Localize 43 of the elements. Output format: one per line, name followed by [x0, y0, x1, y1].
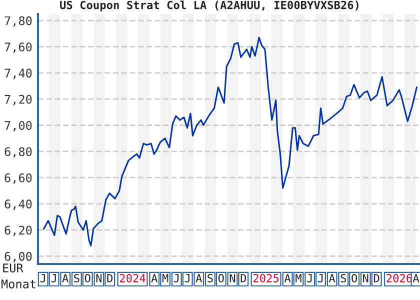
- x-tick-label: J: [40, 274, 45, 282]
- y-tick-label: 7,40: [4, 68, 32, 80]
- line-series: [43, 36, 418, 246]
- x-tick-label: N: [230, 274, 236, 282]
- x-tick-label: J: [174, 274, 178, 282]
- x-tick-label: S: [74, 274, 80, 282]
- x-tick-label: S: [340, 274, 346, 282]
- x-tick-label: O: [218, 274, 224, 282]
- x-tick-label: A: [62, 274, 69, 282]
- x-tick-label: N: [96, 274, 102, 282]
- x-tick-label: O: [84, 274, 90, 282]
- x-tick-label: A: [196, 274, 202, 282]
- y-tick-label: 6,40: [4, 200, 32, 210]
- x-tick-label: M: [162, 274, 168, 282]
- x-tick-label: A: [284, 274, 291, 282]
- x-tick-label: D: [374, 274, 380, 282]
- x-axis-title: Monat: [1, 280, 36, 288]
- y-tick-label: 7,80: [4, 16, 32, 27]
- y-tick-label: 7,60: [4, 42, 32, 53]
- x-tick-label: A: [151, 274, 158, 282]
- x-tick-label: O: [352, 274, 358, 282]
- y-tick-label: 6,00: [4, 252, 32, 262]
- x-tick-label: D: [107, 274, 113, 282]
- y-tick-label: 7,20: [4, 94, 32, 106]
- x-tick-label: J: [51, 274, 56, 282]
- x-tick-label: D: [240, 274, 246, 282]
- chart-title: US Coupon Strat Col LA (A2AHUU, IE00BYVXSB26): [60, 0, 358, 12]
- x-tick-label: J: [184, 274, 190, 282]
- y-tick-label: 7,00: [4, 121, 32, 132]
- x-tick-label: S: [208, 274, 213, 282]
- x-tick-label: A: [412, 274, 420, 282]
- x-tick-label: 2025: [253, 274, 279, 282]
- y-tick-label: 6,60: [4, 173, 32, 184]
- x-tick-label: J: [318, 274, 323, 282]
- x-tick-label: A: [328, 274, 336, 282]
- x-tick-label: 2024: [120, 274, 146, 282]
- x-tick-label: J: [307, 274, 312, 282]
- x-tick-label: 2026: [386, 274, 412, 282]
- y-tick-label: 6,20: [4, 226, 32, 236]
- y-axis-title: EUR: [3, 264, 24, 272]
- y-tick-label: 6,80: [4, 147, 32, 158]
- x-tick-label: N: [363, 274, 368, 282]
- x-tick-label: M: [296, 274, 302, 282]
